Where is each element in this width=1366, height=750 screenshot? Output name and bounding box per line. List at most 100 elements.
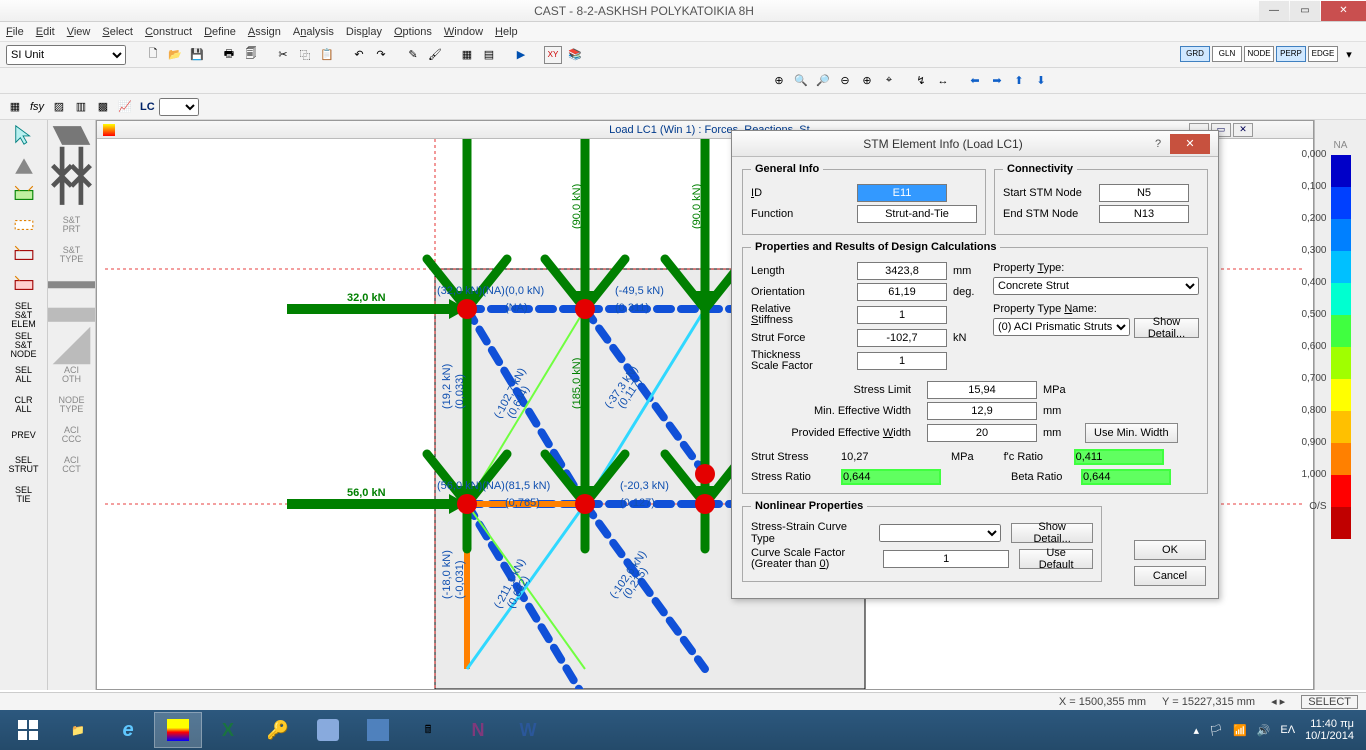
toggle-edge[interactable]: EDGE <box>1308 46 1338 62</box>
menu-construct[interactable]: Construct <box>145 26 192 38</box>
tool-2-6[interactable] <box>48 270 95 300</box>
ie-icon[interactable]: e <box>104 712 152 748</box>
tray-clock[interactable]: 11:40 πμ 10/1/2014 <box>1305 718 1354 742</box>
prov-eff-w-field[interactable]: 20 <box>927 424 1037 442</box>
tool-f-icon[interactable]: 📈 <box>116 98 134 116</box>
open-icon[interactable]: 📂 <box>166 46 184 64</box>
books-icon[interactable]: 📚 <box>566 46 584 64</box>
stiff-field[interactable]: 1 <box>857 306 947 324</box>
tool-1-3[interactable] <box>0 180 47 210</box>
tray-vol-icon[interactable]: 🔊 <box>1257 724 1271 737</box>
menu-define[interactable]: Define <box>204 26 236 38</box>
word-icon[interactable]: W <box>504 712 552 748</box>
grid2-icon[interactable]: ▤ <box>480 46 498 64</box>
pan-right-icon[interactable]: ➡ <box>988 72 1006 90</box>
tool-2-3[interactable] <box>48 180 95 210</box>
ok-button[interactable]: OK <box>1134 540 1206 560</box>
tool-1-2[interactable] <box>0 150 47 180</box>
minimize-button[interactable]: — <box>1259 1 1289 21</box>
tray-lang[interactable]: EΛ <box>1280 724 1295 736</box>
pdf-icon[interactable]: 🔑 <box>254 712 302 748</box>
menu-window[interactable]: Window <box>444 26 483 38</box>
save-icon[interactable]: 💾 <box>188 46 206 64</box>
pan-down-icon[interactable]: ⬇ <box>1032 72 1050 90</box>
calc-icon[interactable]: 🖩 <box>404 712 452 748</box>
node-type-button[interactable]: NODETYPE <box>48 390 95 420</box>
undo-icon[interactable]: ↶ <box>350 46 368 64</box>
zoom-in-icon[interactable]: 🔍 <box>792 72 810 90</box>
tool-b-icon[interactable]: fsy <box>28 98 46 116</box>
tool-1-6[interactable] <box>0 270 47 300</box>
curve-scale-field[interactable]: 1 <box>883 550 1009 568</box>
paste-icon[interactable]: 📋 <box>318 46 336 64</box>
cancel-button[interactable]: Cancel <box>1134 566 1206 586</box>
zoom-extents-icon[interactable]: ⊕ <box>770 72 788 90</box>
menu-help[interactable]: Help <box>495 26 518 38</box>
menu-view[interactable]: View <box>67 26 91 38</box>
pencil-icon[interactable]: ✎ <box>404 46 422 64</box>
tray-flag-icon[interactable]: 🏳 <box>1209 724 1223 737</box>
status-arrows[interactable]: ◂ ▸ <box>1271 695 1285 708</box>
toggle-perp[interactable]: PERP <box>1276 46 1306 62</box>
pan-icon[interactable]: ↯ <box>912 72 930 90</box>
toggle-gln[interactable]: GLN <box>1212 46 1242 62</box>
canvas-close-icon[interactable]: ✕ <box>1233 123 1253 137</box>
menu-select[interactable]: Select <box>102 26 133 38</box>
copy-icon[interactable]: ⿻ <box>296 46 314 64</box>
tool-1-5[interactable] <box>0 240 47 270</box>
tool-2-8[interactable] <box>48 330 95 360</box>
sel-all-button[interactable]: SELALL <box>0 360 47 390</box>
unit-selector[interactable]: SI Unit <box>6 45 126 65</box>
app6-icon[interactable] <box>354 712 402 748</box>
sel-st-elem-button[interactable]: SELS&TELEM <box>0 300 47 330</box>
dialog-help-icon[interactable]: ? <box>1146 138 1170 150</box>
maximize-button[interactable]: ▭ <box>1290 1 1320 21</box>
grid1-icon[interactable]: ▦ <box>458 46 476 64</box>
show-detail-2-button[interactable]: Show Detail... <box>1011 523 1093 543</box>
curve-type-select[interactable] <box>879 524 1001 542</box>
aci-cct-button[interactable]: ACICCT <box>48 450 95 480</box>
tray-net-icon[interactable]: 📶 <box>1233 724 1247 737</box>
menu-analysis[interactable]: Analysis <box>293 26 334 38</box>
tscale-field[interactable]: 1 <box>857 352 947 370</box>
property-type-select[interactable]: Concrete Strut <box>993 277 1199 295</box>
property-type-name-select[interactable]: (0) ACI Prismatic Struts <box>993 318 1130 336</box>
onenote-icon[interactable]: N <box>454 712 502 748</box>
sel-tie-button[interactable]: SELTIE <box>0 480 47 510</box>
sel-strut-button[interactable]: SELSTRUT <box>0 450 47 480</box>
app5-icon[interactable] <box>304 712 352 748</box>
aci-oth-button[interactable]: ACIOTH <box>48 360 95 390</box>
st-type-button[interactable]: S&TTYPE <box>48 240 95 270</box>
prev-button[interactable]: PREV <box>0 420 47 450</box>
zoom-out-icon[interactable]: 🔎 <box>814 72 832 90</box>
redo-icon[interactable]: ↷ <box>372 46 390 64</box>
tool-1-4[interactable] <box>0 210 47 240</box>
sel-st-node-button[interactable]: SELS&TNODE <box>0 330 47 360</box>
use-min-width-button[interactable]: Use Min. Width <box>1085 423 1178 443</box>
aci-ccc-button[interactable]: ACICCC <box>48 420 95 450</box>
tool-a-icon[interactable]: ▦ <box>6 98 24 116</box>
show-detail-1-button[interactable]: Show Detail... <box>1134 318 1199 338</box>
close-button[interactable]: ✕ <box>1321 1 1366 21</box>
pan-left-icon[interactable]: ⬅ <box>966 72 984 90</box>
lc-selector[interactable] <box>159 98 199 116</box>
print-preview-icon[interactable]: 🗐 <box>242 46 260 64</box>
excel-icon[interactable]: X <box>204 712 252 748</box>
menu-edit[interactable]: Edit <box>36 26 55 38</box>
use-default-button[interactable]: Use Default <box>1019 549 1093 569</box>
toggle-node[interactable]: NODE <box>1244 46 1274 62</box>
menu-assign[interactable]: Assign <box>248 26 281 38</box>
tool-e-icon[interactable]: ▩ <box>94 98 112 116</box>
brush-icon[interactable]: 🖌 <box>426 46 444 64</box>
explorer-icon[interactable]: 📁 <box>54 712 102 748</box>
new-icon[interactable]: 🗋 <box>144 46 162 64</box>
menu-display[interactable]: Display <box>346 26 382 38</box>
zoom-minus-icon[interactable]: ⊖ <box>836 72 854 90</box>
menu-options[interactable]: Options <box>394 26 432 38</box>
dropdown-icon[interactable]: ▾ <box>1340 46 1358 64</box>
cast-app-icon[interactable] <box>154 712 202 748</box>
xy-icon[interactable]: XY <box>544 46 562 64</box>
st-prt-button[interactable]: S&TPRT <box>48 210 95 240</box>
print-icon[interactable]: 🖶 <box>220 46 238 64</box>
run-icon[interactable]: ▶ <box>512 46 530 64</box>
